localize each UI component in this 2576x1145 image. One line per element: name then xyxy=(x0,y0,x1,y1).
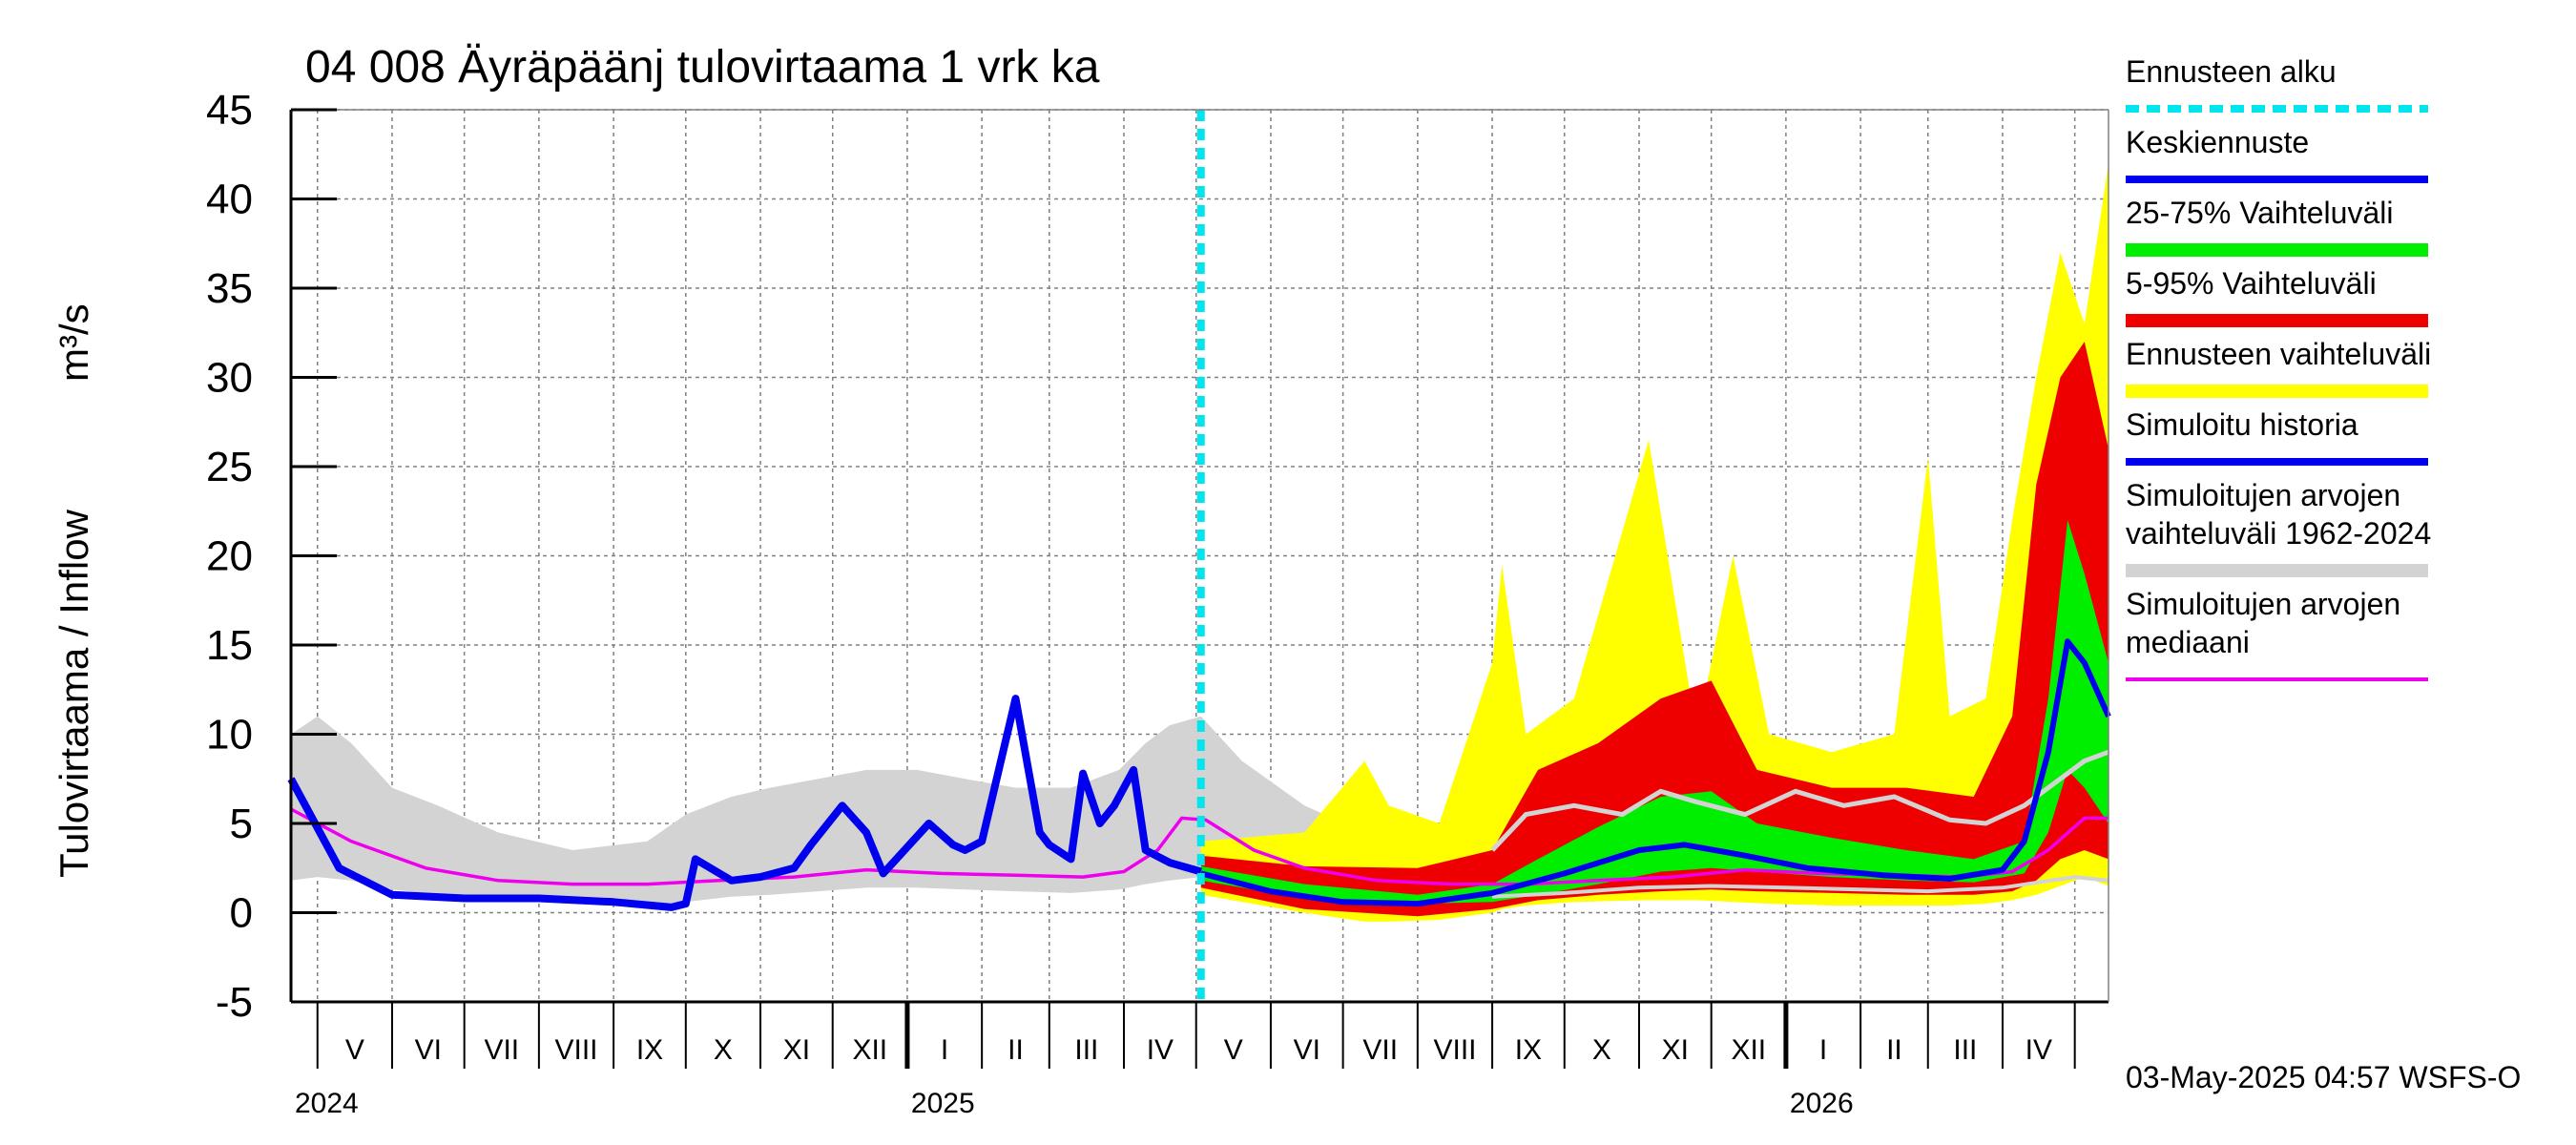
x-month-label: VI xyxy=(1294,1034,1320,1066)
x-month-label: II xyxy=(1008,1034,1024,1066)
x-month-label: III xyxy=(1074,1034,1098,1066)
x-month-label: II xyxy=(1886,1034,1902,1066)
legend-label: Ennusteen alku xyxy=(2126,54,2337,89)
x-month-label: IV xyxy=(1147,1034,1174,1066)
y-tick-label: 45 xyxy=(206,87,253,134)
series-line-forecast-grey-upper xyxy=(1490,749,2109,852)
series-line-mean-forecast xyxy=(1200,638,2111,907)
series-line-forecast-grey-lower xyxy=(1491,875,2109,899)
legend-label: Simuloitujen arvojen xyxy=(2126,587,2400,621)
x-month-label: XII xyxy=(852,1034,887,1066)
x-month-label: VII xyxy=(484,1034,519,1066)
y-tick-label: 5 xyxy=(230,801,253,847)
x-axis-labels: V VI VII VIII IX X XI XII I II III IV V VI VII VIII IX X X… xyxy=(295,1002,2076,1119)
y-axis-unit: m³/s xyxy=(52,303,96,382)
x-year-label: 2024 xyxy=(295,1088,359,1119)
chart-title: 04 008 Äyräpäänj tulovirtaama 1 vrk ka xyxy=(305,42,1100,93)
x-month-label: VII xyxy=(1362,1034,1398,1066)
series-band-25-75 xyxy=(1200,520,2109,905)
x-year-label: 2025 xyxy=(911,1088,975,1119)
bands-layer xyxy=(291,163,2109,922)
lines-layer xyxy=(287,110,2111,1002)
x-month-label: XI xyxy=(1662,1034,1689,1066)
x-month-label: V xyxy=(345,1034,364,1066)
x-month-label: XI xyxy=(783,1034,810,1066)
y-tick-label: 15 xyxy=(206,622,253,669)
x-year-label: 2026 xyxy=(1790,1088,1854,1119)
x-month-label: IX xyxy=(636,1034,663,1066)
tick-labels: -5 0 5 10 15 20 25 30 35 40 45 xyxy=(206,87,337,1026)
x-month-label: X xyxy=(1592,1034,1611,1066)
x-month-label: VIII xyxy=(554,1034,597,1066)
legend-label: 5-95% Vaihteluväli xyxy=(2126,266,2377,301)
legend-label: Keskiennuste xyxy=(2126,125,2309,159)
legend-label: mediaani xyxy=(2126,625,2250,659)
legend-label: vaihteluväli 1962-2024 xyxy=(2126,516,2431,551)
x-month-label: IX xyxy=(1515,1034,1542,1066)
legend-label: Simuloitujen arvojen xyxy=(2126,478,2400,512)
legend: Ennusteen alku Keskiennuste 25-75% Vaihtel… xyxy=(2126,54,2431,681)
x-month-label: V xyxy=(1224,1034,1243,1066)
series-band-forecast-range xyxy=(1200,163,2109,922)
y-tick-label: -5 xyxy=(216,979,253,1026)
y-tick-label: 0 xyxy=(230,890,253,937)
x-month-label: I xyxy=(1819,1034,1827,1066)
legend-label: 25-75% Vaihteluväli xyxy=(2126,196,2393,230)
y-axis-label: Tulovirtaama / Inflow xyxy=(52,509,96,878)
legend-label: Simuloitu historia xyxy=(2126,407,2358,442)
y-axis-label-group: Tulovirtaama / Inflow m³/s xyxy=(52,303,96,878)
x-month-label: X xyxy=(714,1034,733,1066)
y-tick-label: 35 xyxy=(206,265,253,312)
legend-label: Ennusteen vaihteluväli xyxy=(2126,337,2431,371)
y-tick-label: 25 xyxy=(206,444,253,490)
x-month-label: VI xyxy=(415,1034,442,1066)
y-tick-label: 20 xyxy=(206,533,253,580)
footer-timestamp: 03-May-2025 04:57 WSFS-O xyxy=(2126,1060,2521,1094)
y-tick-label: 40 xyxy=(206,177,253,223)
x-month-label: I xyxy=(941,1034,948,1066)
x-month-label: VIII xyxy=(1433,1034,1476,1066)
y-tick-label: 10 xyxy=(206,712,253,759)
series-line-simulated-history xyxy=(287,695,1202,911)
x-month-label: XII xyxy=(1731,1034,1766,1066)
y-tick-label: 30 xyxy=(206,355,253,402)
x-month-label: III xyxy=(1953,1034,1977,1066)
x-month-label: IV xyxy=(2025,1034,2052,1066)
